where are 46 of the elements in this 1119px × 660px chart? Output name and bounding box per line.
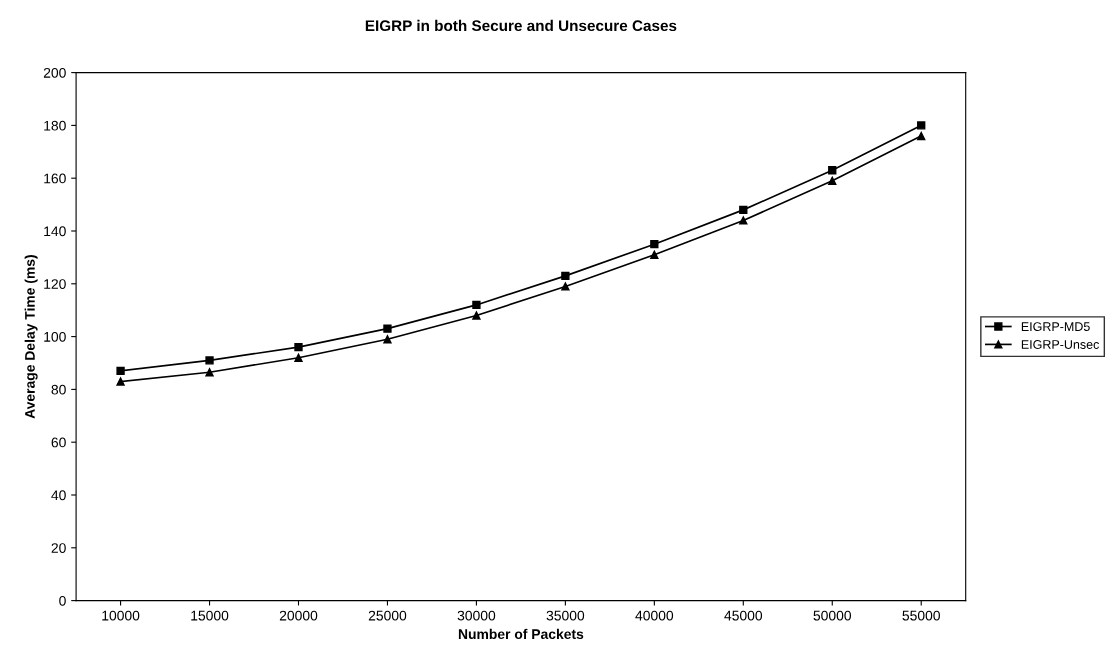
y-tick-label: 160 [44, 173, 66, 184]
point [739, 205, 748, 215]
legend-label: EIGRP-Unsec [1021, 340, 1099, 349]
x-axis-title: Number of Packets [458, 628, 584, 640]
point [561, 282, 570, 291]
point [828, 176, 837, 186]
point [472, 311, 481, 320]
y-axis-title: Average Delay Time (ms) [24, 255, 38, 419]
y-tick-label: 200 [43, 67, 66, 78]
point [294, 353, 303, 362]
point [205, 368, 214, 377]
point [383, 324, 392, 333]
point [205, 356, 214, 365]
y-tick-label: 60 [51, 437, 66, 448]
point [917, 131, 926, 141]
point [650, 240, 659, 249]
x-tick-label: 30000 [457, 610, 496, 621]
legend-label: EIGRP-MD5 [1021, 322, 1090, 331]
point [650, 250, 659, 259]
y-tick-label: 80 [51, 384, 66, 395]
y-tick-label: 20 [51, 543, 66, 553]
x-tick-label: 20000 [279, 610, 318, 621]
point [116, 366, 125, 376]
point [383, 335, 392, 344]
x-tick-label: 40000 [635, 610, 674, 621]
point [739, 216, 748, 225]
point [472, 300, 481, 310]
y-tick-label: 180 [44, 120, 66, 131]
point [561, 271, 570, 281]
x-tick-label: 50000 [813, 610, 852, 621]
y-tick-label: 0 [59, 595, 66, 606]
y-tick-label: 40 [51, 490, 66, 501]
chart-title: EIGRP in both Secure and Unsecure Cases [365, 19, 677, 32]
y-tick-label: 100 [44, 331, 66, 342]
point [917, 121, 926, 130]
x-tick-label: 45000 [724, 610, 763, 621]
y-tick-label: 140 [44, 226, 66, 237]
point [828, 166, 837, 175]
x-tick-label: 15000 [191, 610, 229, 621]
y-tick-label: 120 [44, 279, 66, 289]
x-tick-label: 10000 [102, 610, 140, 621]
x-tick-label: 35000 [546, 610, 585, 621]
x-tick-label: 25000 [368, 610, 407, 621]
point [116, 377, 125, 386]
point [294, 342, 303, 352]
x-tick-label: 55000 [902, 610, 940, 621]
